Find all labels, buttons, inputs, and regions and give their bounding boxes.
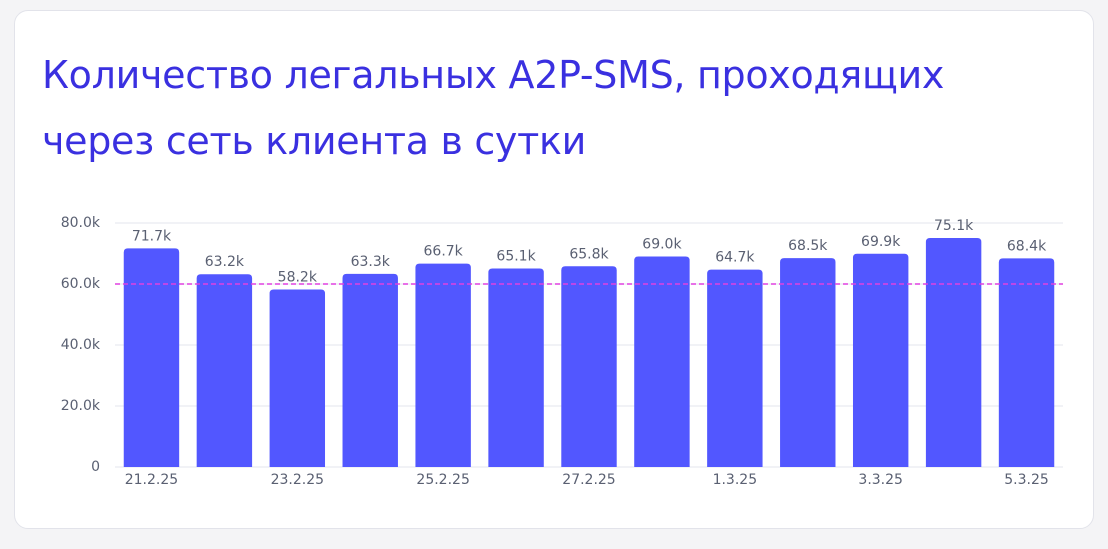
bar bbox=[780, 258, 836, 467]
y-tick-label: 0 bbox=[91, 459, 100, 475]
bar bbox=[998, 258, 1055, 467]
value-label: 71.7k bbox=[132, 228, 172, 244]
value-label: 69.0k bbox=[642, 237, 682, 253]
x-tick-label: 25.2.25 bbox=[416, 472, 469, 488]
value-label: 65.1k bbox=[496, 248, 536, 264]
y-tick-label: 60.0k bbox=[61, 276, 101, 292]
card bbox=[14, 10, 1094, 529]
chart-title: Количество легальных A2P-SMS, проходящих… bbox=[42, 53, 945, 163]
bar bbox=[488, 268, 544, 467]
bar bbox=[269, 289, 326, 467]
x-tick-label: 23.2.25 bbox=[271, 472, 324, 488]
y-tick-label: 20.0k bbox=[61, 398, 101, 414]
x-tick-label: 27.2.25 bbox=[562, 472, 615, 488]
x-tick-label: 5.3.25 bbox=[1004, 472, 1049, 488]
y-tick-label: 80.0k bbox=[61, 215, 101, 231]
value-label: 68.4k bbox=[1007, 238, 1047, 254]
y-tick-label: 40.0k bbox=[61, 337, 101, 353]
value-label: 65.8k bbox=[569, 246, 609, 262]
value-label: 63.3k bbox=[351, 254, 391, 270]
value-label: 63.2k bbox=[205, 254, 245, 270]
bar bbox=[196, 274, 253, 467]
bar bbox=[852, 253, 909, 467]
value-label: 75.1k bbox=[934, 218, 974, 234]
value-label: 64.7k bbox=[715, 250, 755, 266]
bar bbox=[123, 248, 180, 467]
bar bbox=[561, 266, 617, 467]
x-tick-label: 21.2.25 bbox=[125, 472, 178, 488]
value-label: 69.9k bbox=[861, 234, 901, 250]
x-tick-label: 3.3.25 bbox=[858, 472, 903, 488]
bar bbox=[925, 237, 982, 467]
value-label: 58.2k bbox=[278, 269, 318, 285]
value-label: 66.7k bbox=[424, 244, 464, 260]
value-label: 68.5k bbox=[788, 238, 828, 254]
bar bbox=[707, 269, 763, 467]
x-tick-label: 1.3.25 bbox=[713, 472, 758, 488]
bar bbox=[415, 263, 471, 467]
bar bbox=[342, 273, 398, 467]
bar bbox=[634, 256, 690, 467]
